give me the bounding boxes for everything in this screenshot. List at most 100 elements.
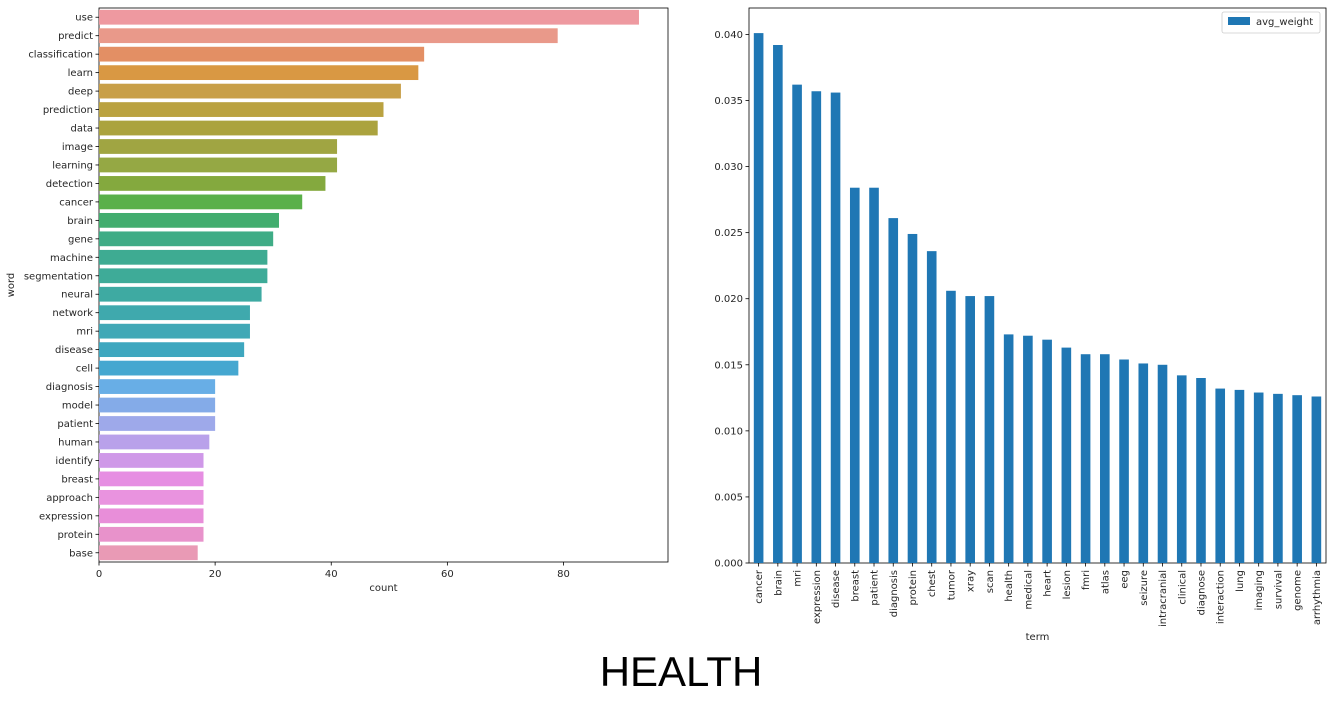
bar-cell (99, 360, 239, 376)
y-tick-label: detection (46, 179, 93, 190)
bar-chest (926, 251, 937, 563)
bar-data (99, 120, 378, 136)
x-tick-label: cancer (754, 569, 765, 604)
bar-mri (99, 323, 250, 339)
x-tick-label: lesion (1062, 570, 1073, 599)
bar-breast (849, 187, 860, 563)
y-tick-label: diagnosis (46, 382, 93, 393)
y-tick-label: base (69, 548, 93, 559)
word-count-chart: use predict classification learn deep predict… (6, 7, 669, 594)
bar-model (99, 397, 216, 413)
bar-genome (1292, 395, 1302, 563)
x-tick-label: protein (908, 570, 919, 606)
bar-classification (99, 46, 425, 62)
bar-breast (99, 471, 204, 487)
x-tick-label: interaction (1216, 570, 1227, 624)
bar-patient (869, 187, 879, 563)
y-tick-label: mri (76, 327, 93, 338)
avg-weight-chart: 0.000 0.005 0.010 0.015 0.020 0.025 0.030 0.035… (714, 7, 1327, 643)
y-tick-label: neural (61, 290, 93, 301)
bar-segmentation (99, 268, 268, 284)
x-tick-label: heart (1043, 570, 1054, 597)
y-tick-label: classification (28, 50, 93, 61)
x-tick-label: patient (870, 570, 881, 606)
y-tick-label: patient (57, 419, 93, 430)
bar-machine (99, 249, 268, 265)
x-tick-label: mri (793, 570, 804, 587)
y-tick-label: learning (52, 160, 93, 171)
bar-diagnose (1196, 378, 1206, 563)
y-tick-label: human (58, 437, 93, 448)
y-tick-label: use (75, 13, 93, 24)
y-tick-label: 0.005 (714, 492, 743, 503)
bar-arrhythmia (1311, 396, 1322, 563)
right-x-axis-label: term (1026, 632, 1050, 643)
right-axes-frame (748, 7, 1327, 564)
x-tick-label: survival (1273, 570, 1284, 609)
bar-mri (792, 84, 802, 564)
x-tick-label: expression (812, 570, 823, 624)
x-tick-label: diagnosis (889, 570, 900, 617)
x-tick-label: seizure (1139, 570, 1150, 606)
x-tick-label: diagnose (1196, 570, 1207, 615)
figure-caption: HEALTH (600, 648, 763, 695)
x-tick-label: 0 (96, 569, 102, 580)
y-tick-label: deep (68, 87, 93, 98)
legend: avg_weight (1221, 11, 1321, 34)
x-tick-label: eeg (1120, 570, 1131, 589)
bar-cancer (753, 33, 764, 564)
bar-patient (99, 416, 216, 431)
x-tick-label: lung (1235, 570, 1246, 592)
y-tick-label: data (70, 124, 93, 135)
left-x-axis-label: count (369, 583, 397, 594)
bar-learning (99, 157, 338, 173)
bar-protein (99, 526, 204, 542)
y-tick-label: 0.035 (714, 96, 743, 107)
bar-diagnosis (888, 218, 899, 563)
bar-seizure (1138, 363, 1149, 563)
left-y-axis-label: word (6, 273, 17, 298)
bar-brain (773, 45, 783, 563)
x-tick-label: medical (1023, 570, 1034, 609)
bar-intracranial (1157, 364, 1168, 563)
y-tick-label: image (62, 142, 93, 153)
y-tick-label: prediction (43, 105, 93, 116)
y-tick-label: model (62, 401, 93, 412)
bar-detection (99, 176, 326, 191)
y-tick-label: 0.040 (714, 30, 743, 41)
x-tick-label: tumor (946, 569, 957, 600)
y-tick-label: 0.010 (714, 426, 743, 437)
x-tick-label: imaging (1254, 570, 1265, 610)
legend-swatch (1228, 17, 1250, 25)
bar-disease (830, 92, 841, 564)
bar-disease (99, 342, 245, 358)
y-tick-label: disease (55, 345, 93, 356)
x-tick-label: chest (927, 570, 938, 597)
y-tick-label: protein (57, 530, 93, 541)
x-tick-label: 20 (209, 569, 222, 580)
y-tick-label: breast (61, 474, 93, 485)
y-tick-label: 0.015 (714, 360, 743, 371)
bar-heart (1042, 339, 1052, 563)
y-tick-label: gene (68, 234, 93, 245)
y-tick-label: approach (46, 493, 93, 504)
bar-base (99, 545, 198, 561)
bar-identify (99, 453, 204, 468)
bar-expression (811, 91, 822, 563)
bar-lesion (1061, 347, 1072, 563)
y-tick-label: 0.025 (714, 228, 743, 239)
x-tick-label: fmri (1081, 570, 1092, 590)
y-tick-label: 0.020 (714, 294, 743, 305)
bar-protein (907, 233, 918, 563)
bar-medical (1023, 335, 1033, 563)
y-tick-label: machine (50, 253, 93, 264)
bar-atlas (1100, 354, 1110, 563)
bar-image (99, 139, 338, 154)
bar-clinical (1176, 375, 1187, 563)
x-tick-label: 60 (441, 569, 454, 580)
left-axes-frame (98, 7, 669, 563)
bar-health (1003, 334, 1014, 563)
y-tick-label: expression (39, 511, 93, 522)
bar-learn (99, 65, 419, 81)
